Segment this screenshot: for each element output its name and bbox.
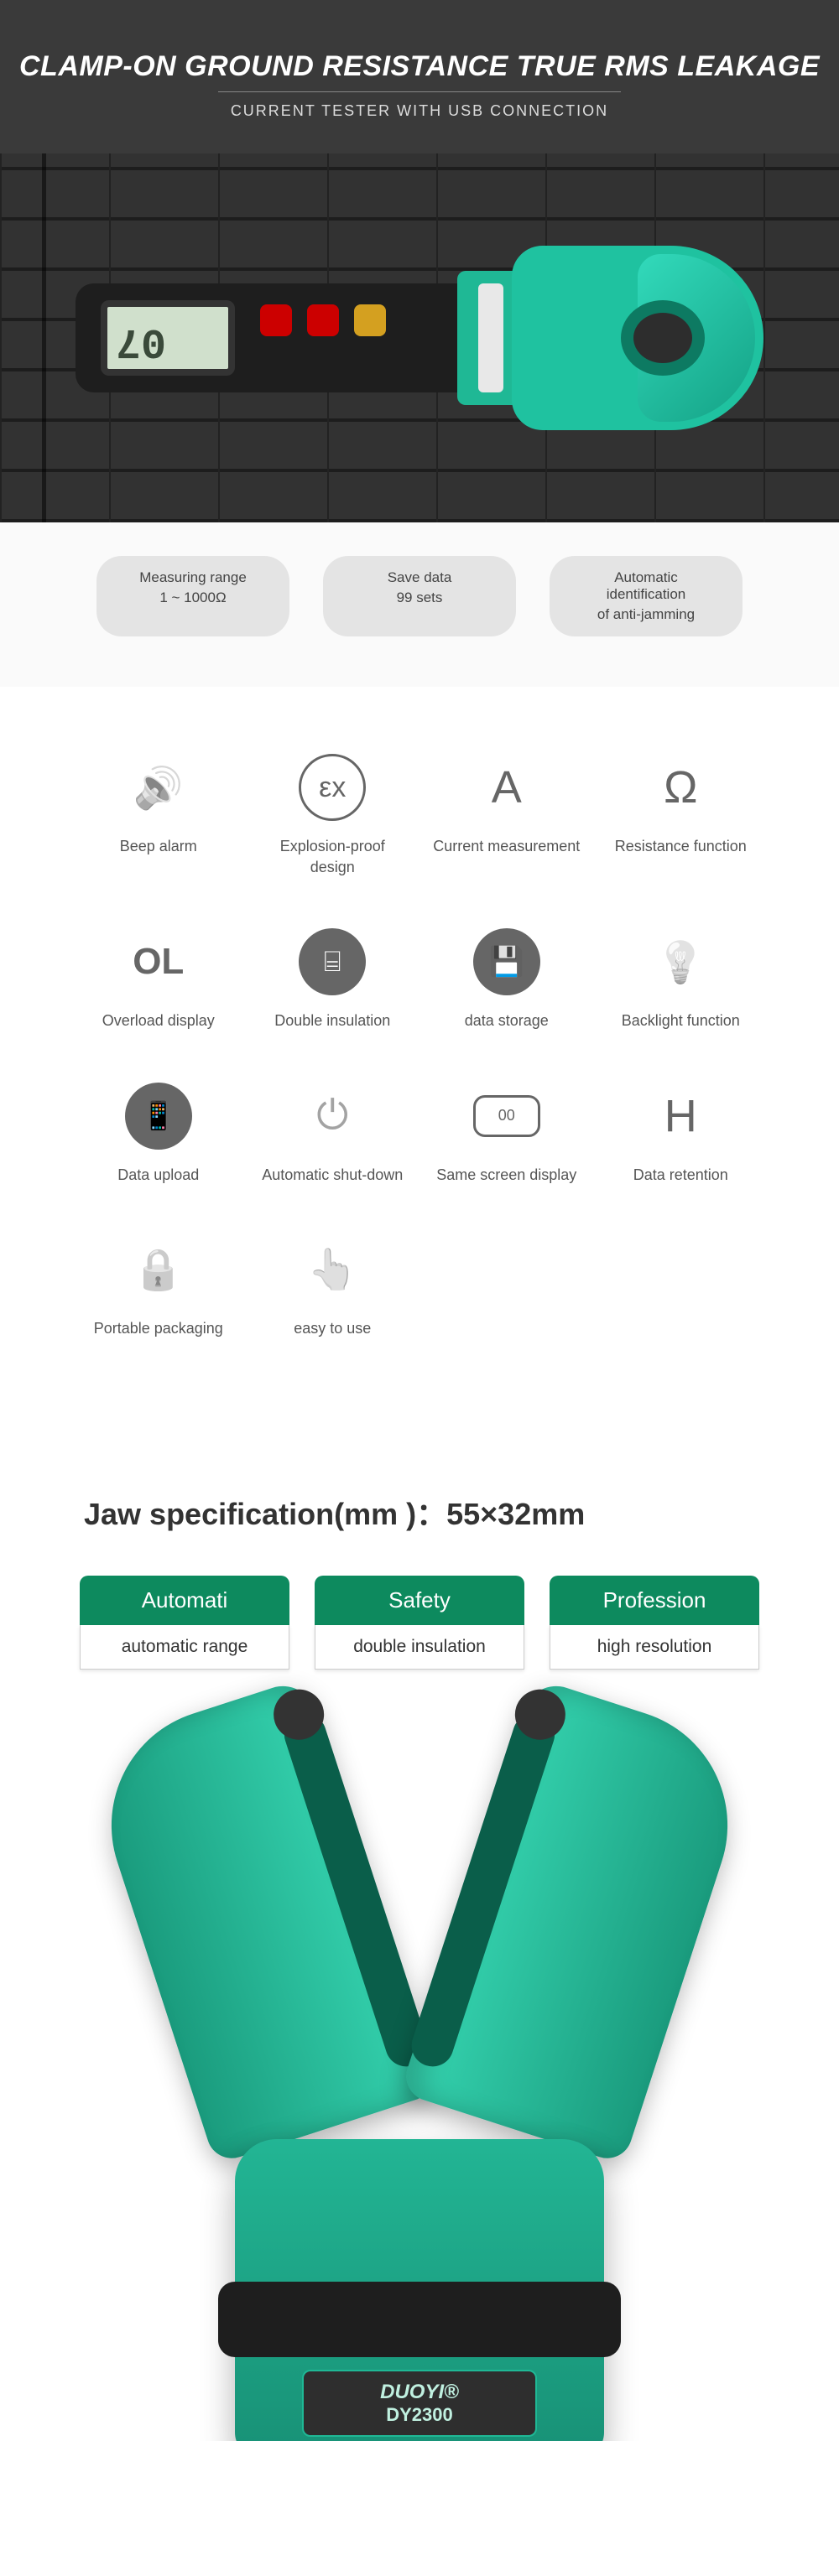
feature-label: data storage xyxy=(432,1010,581,1031)
feature-icon: 🔊 xyxy=(125,754,192,821)
feature-icon: 💾 xyxy=(473,928,540,995)
page-title: CLAMP-ON GROUND RESISTANCE TRUE RMS LEAK… xyxy=(0,50,839,83)
category-top: Automati xyxy=(80,1576,289,1625)
category-top: Profession xyxy=(550,1576,759,1625)
feature-item: ⌸ Double insulation xyxy=(258,928,408,1031)
feature-label: Double insulation xyxy=(258,1010,408,1031)
clamp-jaw-right xyxy=(400,1677,758,2164)
feature-item: ⏻ Automatic shut-down xyxy=(258,1083,408,1186)
category-profession: Profession high resolution xyxy=(550,1576,759,1670)
device-button-1 xyxy=(260,304,292,336)
feature-label: Portable packaging xyxy=(84,1318,233,1339)
feature-label: Beep alarm xyxy=(84,836,233,857)
brand-model: DY2300 xyxy=(386,2404,453,2426)
feature-item: 00 Same screen display xyxy=(432,1083,581,1186)
brand-name: DUOYI® xyxy=(380,2381,459,2404)
lcd-reading: 07 xyxy=(116,317,166,365)
feature-icon: 🔒 xyxy=(125,1236,192,1303)
page-subtitle: CURRENT TESTER WITH USB CONNECTION xyxy=(0,102,839,120)
feature-item: H Data retention xyxy=(607,1083,756,1186)
pill-value: of anti-jamming xyxy=(575,606,717,623)
category-bottom: double insulation xyxy=(315,1625,524,1670)
feature-icon: 💡 xyxy=(647,928,714,995)
feature-label: Data retention xyxy=(607,1165,756,1186)
feature-icon: 👆 xyxy=(299,1236,366,1303)
feature-label: Resistance function xyxy=(607,836,756,857)
open-clamp-illustration: DUOYI® DY2300 xyxy=(117,1703,722,2441)
pill-auto-id: Automatic identification of anti-jamming xyxy=(550,556,743,636)
feature-icon: 📱 xyxy=(125,1083,192,1150)
device-buttons xyxy=(260,304,386,336)
feature-label: Backlight function xyxy=(607,1010,756,1031)
feature-item: 🔒 Portable packaging xyxy=(84,1236,233,1339)
feature-item: 🔊 Beep alarm xyxy=(84,754,233,878)
features-section: 🔊 Beep alarm εx Explosion-proof design A Curr… xyxy=(0,687,839,1440)
feature-icon: ⏻ xyxy=(299,1083,366,1150)
feature-icon: εx xyxy=(299,754,366,821)
feature-label: Automatic shut-down xyxy=(258,1165,408,1186)
feature-icon: H xyxy=(647,1083,714,1150)
feature-label: Current measurement xyxy=(432,836,581,857)
device-illustration: 07 xyxy=(76,254,763,422)
jaw-spec-heading: Jaw specification(mm )：55×32mm xyxy=(0,1440,839,1559)
category-bar: Automati automatic range Safety double i… xyxy=(0,1559,839,1670)
category-safety: Safety double insulation xyxy=(315,1576,524,1670)
pill-title: Automatic identification xyxy=(575,569,717,603)
feature-item: A Current measurement xyxy=(432,754,581,878)
feature-item: 💾 data storage xyxy=(432,928,581,1031)
feature-label: easy to use xyxy=(258,1318,408,1339)
clamp-opening xyxy=(621,300,705,376)
feature-label: Same screen display xyxy=(432,1165,581,1186)
feature-item: 💡 Backlight function xyxy=(607,928,756,1031)
feature-icon: ⌸ xyxy=(299,928,366,995)
product-image-section: 07 xyxy=(0,153,839,522)
feature-label: Explosion-proof design xyxy=(258,836,408,878)
feature-label: Overload display xyxy=(84,1010,233,1031)
category-top: Safety xyxy=(315,1576,524,1625)
feature-label: Data upload xyxy=(84,1165,233,1186)
feature-item: 📱 Data upload xyxy=(84,1083,233,1186)
feature-icon: 00 xyxy=(473,1083,540,1150)
device-button-2 xyxy=(307,304,339,336)
clamp-base: DUOYI® DY2300 xyxy=(235,2139,604,2441)
category-bottom: automatic range xyxy=(80,1625,289,1670)
pill-save-data: Save data 99 sets xyxy=(323,556,516,636)
pill-measuring-range: Measuring range 1 ~ 1000Ω xyxy=(96,556,289,636)
spec-pills-row: Measuring range 1 ~ 1000Ω Save data 99 s… xyxy=(0,522,839,687)
pill-title: Save data xyxy=(348,569,491,586)
feature-item: Ω Resistance function xyxy=(607,754,756,878)
device-button-3 xyxy=(354,304,386,336)
feature-item: εx Explosion-proof design xyxy=(258,754,408,878)
feature-grid: 🔊 Beep alarm εx Explosion-proof design A Curr… xyxy=(84,754,755,1339)
pill-value: 1 ~ 1000Ω xyxy=(122,589,264,606)
clamp-jaw xyxy=(512,246,763,430)
hero-section: CLAMP-ON GROUND RESISTANCE TRUE RMS LEAK… xyxy=(0,0,839,153)
feature-icon: Ω xyxy=(647,754,714,821)
feature-item: 👆 easy to use xyxy=(258,1236,408,1339)
feature-item: OL Overload display xyxy=(84,928,233,1031)
open-clamp-section: DUOYI® DY2300 xyxy=(0,1670,839,2441)
feature-icon: OL xyxy=(125,928,192,995)
pill-title: Measuring range xyxy=(122,569,264,586)
clamp-grip xyxy=(218,2282,621,2357)
divider xyxy=(218,91,621,92)
clamp-jaw-left xyxy=(81,1677,440,2164)
category-automatic: Automati automatic range xyxy=(80,1576,289,1670)
brand-plate: DUOYI® DY2300 xyxy=(302,2370,537,2437)
feature-icon: A xyxy=(473,754,540,821)
category-bottom: high resolution xyxy=(550,1625,759,1670)
pill-value: 99 sets xyxy=(348,589,491,606)
